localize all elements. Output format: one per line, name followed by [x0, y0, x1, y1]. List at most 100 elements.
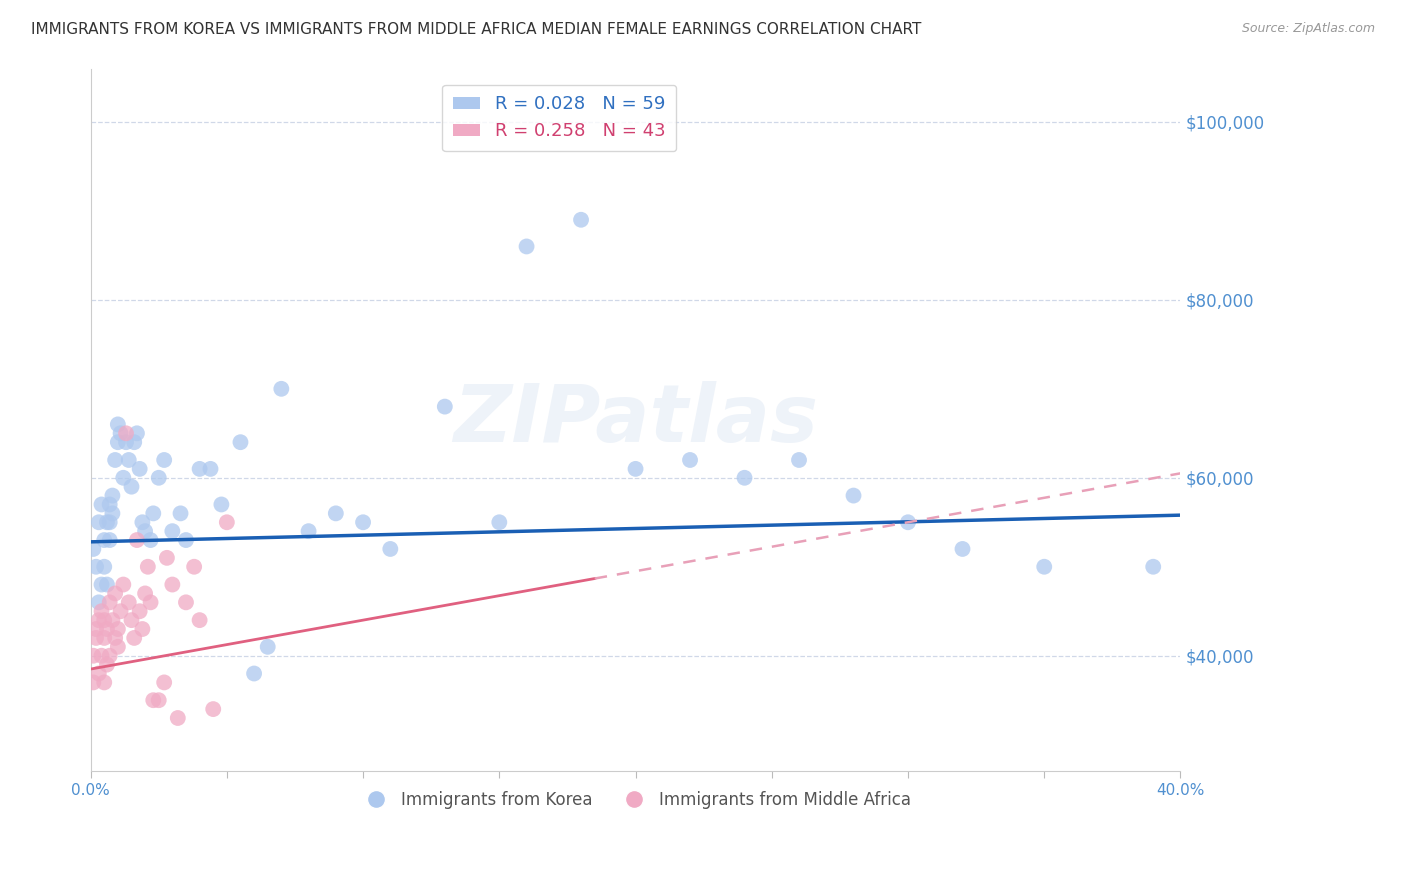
- Point: [82, 541, 104, 556]
- Point: [118, 595, 141, 609]
- Point: [115, 426, 138, 441]
- Point: [174, 533, 197, 547]
- Point: [1033, 559, 1056, 574]
- Point: [952, 541, 974, 556]
- Point: [166, 711, 188, 725]
- Point: [122, 435, 145, 450]
- Point: [215, 515, 238, 529]
- Point: [1142, 559, 1164, 574]
- Point: [90, 498, 112, 512]
- Point: [569, 212, 592, 227]
- Point: [131, 622, 153, 636]
- Point: [139, 533, 162, 547]
- Text: IMMIGRANTS FROM KOREA VS IMMIGRANTS FROM MIDDLE AFRICA MEDIAN FEMALE EARNINGS CO: IMMIGRANTS FROM KOREA VS IMMIGRANTS FROM…: [31, 22, 921, 37]
- Text: Source: ZipAtlas.com: Source: ZipAtlas.com: [1241, 22, 1375, 36]
- Point: [516, 239, 538, 253]
- Point: [118, 453, 141, 467]
- Point: [87, 613, 110, 627]
- Point: [101, 613, 124, 627]
- Point: [82, 648, 104, 663]
- Point: [131, 515, 153, 529]
- Point: [90, 604, 112, 618]
- Point: [107, 417, 129, 432]
- Legend: Immigrants from Korea, Immigrants from Middle Africa: Immigrants from Korea, Immigrants from M…: [353, 784, 918, 816]
- Point: [96, 515, 118, 529]
- Point: [679, 453, 702, 467]
- Point: [162, 524, 184, 538]
- Point: [134, 524, 156, 538]
- Point: [787, 453, 810, 467]
- Point: [134, 586, 156, 600]
- Point: [433, 400, 456, 414]
- Point: [90, 577, 112, 591]
- Point: [107, 640, 129, 654]
- Point: [98, 533, 121, 547]
- Point: [101, 507, 124, 521]
- Point: [188, 462, 211, 476]
- Point: [200, 462, 222, 476]
- Point: [121, 613, 143, 627]
- Point: [256, 640, 278, 654]
- Point: [110, 426, 132, 441]
- Point: [139, 595, 162, 609]
- Point: [128, 604, 150, 618]
- Point: [107, 435, 129, 450]
- Point: [84, 622, 107, 636]
- Point: [90, 648, 112, 663]
- Point: [136, 559, 159, 574]
- Point: [98, 648, 121, 663]
- Point: [297, 524, 319, 538]
- Point: [243, 666, 266, 681]
- Point: [162, 577, 184, 591]
- Point: [87, 595, 110, 609]
- Point: [112, 577, 135, 591]
- Point: [115, 435, 138, 450]
- Point: [110, 604, 132, 618]
- Point: [209, 498, 232, 512]
- Point: [174, 595, 197, 609]
- Point: [325, 507, 347, 521]
- Point: [96, 622, 118, 636]
- Point: [104, 453, 127, 467]
- Point: [93, 559, 115, 574]
- Point: [93, 631, 115, 645]
- Point: [93, 613, 115, 627]
- Point: [122, 631, 145, 645]
- Point: [169, 507, 191, 521]
- Point: [148, 693, 170, 707]
- Point: [142, 693, 165, 707]
- Point: [87, 515, 110, 529]
- Point: [897, 515, 920, 529]
- Point: [125, 533, 148, 547]
- Point: [156, 550, 179, 565]
- Point: [107, 622, 129, 636]
- Point: [734, 471, 756, 485]
- Point: [104, 586, 127, 600]
- Point: [98, 515, 121, 529]
- Point: [183, 559, 205, 574]
- Point: [96, 657, 118, 672]
- Point: [202, 702, 225, 716]
- Point: [842, 489, 865, 503]
- Text: ZIPatlas: ZIPatlas: [453, 381, 818, 459]
- Point: [93, 533, 115, 547]
- Point: [624, 462, 647, 476]
- Point: [84, 559, 107, 574]
- Point: [148, 471, 170, 485]
- Point: [128, 462, 150, 476]
- Point: [93, 675, 115, 690]
- Point: [352, 515, 374, 529]
- Point: [101, 489, 124, 503]
- Point: [125, 426, 148, 441]
- Point: [488, 515, 510, 529]
- Point: [153, 675, 176, 690]
- Point: [96, 577, 118, 591]
- Point: [380, 541, 402, 556]
- Point: [270, 382, 292, 396]
- Point: [84, 631, 107, 645]
- Point: [229, 435, 252, 450]
- Point: [153, 453, 176, 467]
- Point: [121, 480, 143, 494]
- Point: [188, 613, 211, 627]
- Point: [98, 498, 121, 512]
